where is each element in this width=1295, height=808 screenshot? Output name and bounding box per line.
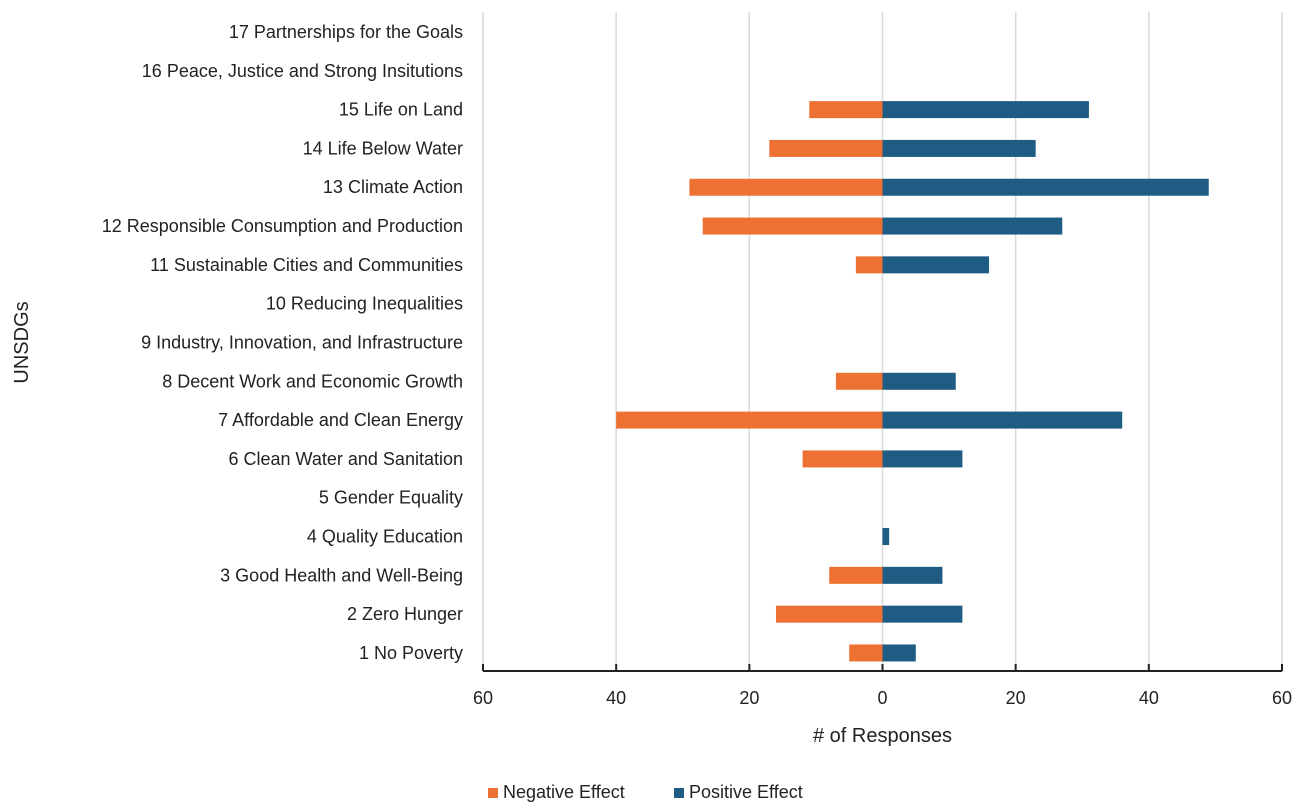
legend: Negative Effect Positive Effect [488,782,803,802]
positive-effect-bar [882,528,890,546]
negative-effect-bar [769,139,883,157]
category-label: 9 Industry, Innovation, and Infrastructu… [141,332,463,352]
category-label: 1 No Poverty [359,643,463,663]
legend-swatch [488,788,498,798]
negative-effect-bar [689,178,883,196]
x-axis: 60 40 20 0 20 40 60 [473,664,1292,708]
category-label: 16 Peace, Justice and Strong Insitutions [142,61,463,81]
positive-effect-bar [882,372,956,390]
category-label: 8 Decent Work and Economic Growth [162,371,463,391]
category-label: 6 Clean Water and Sanitation [229,449,463,469]
legend-label: Negative Effect [503,782,625,802]
x-tick-label: 20 [739,688,759,708]
category-label: 11 Sustainable Cities and Communities [150,255,463,275]
negative-effect-bar [616,411,883,429]
positive-effect-bar [882,566,943,584]
category-label: 7 Affordable and Clean Energy [218,410,463,430]
positive-effect-bar [882,101,1089,119]
negative-effect-bar [835,372,883,390]
category-label: 4 Quality Education [307,527,463,547]
positive-effect-bar [882,139,1036,157]
category-label: 3 Good Health and Well-Being [220,565,463,585]
positive-effect-bar [882,644,916,662]
category-label: 14 Life Below Water [303,138,463,158]
bars [616,101,1209,662]
positive-effect-bar [882,605,963,623]
x-axis-title: # of Responses [813,725,952,747]
x-tick-label: 60 [1272,688,1292,708]
legend-label: Positive Effect [689,782,803,802]
negative-effect-bar [702,217,883,235]
category-labels: 1 No Poverty 2 Zero Hunger 3 Good Health a… [102,22,463,663]
legend-item-negative: Negative Effect [488,782,625,802]
x-tick-label: 40 [606,688,626,708]
y-axis-title: UNSDGs [11,301,33,383]
negative-effect-bar [775,605,883,623]
positive-effect-bar [882,217,1063,235]
gridlines [482,12,1283,671]
category-label: 2 Zero Hunger [347,604,463,624]
legend-item-positive: Positive Effect [674,782,803,802]
x-tick-label: 0 [877,688,887,708]
negative-effect-bar [809,101,883,119]
category-label: 15 Life on Land [339,100,463,120]
positive-effect-bar [882,256,990,274]
negative-effect-bar [829,566,883,584]
category-label: 17 Partnerships for the Goals [229,22,463,42]
category-label: 13 Climate Action [323,177,463,197]
category-label: 5 Gender Equality [319,488,463,508]
category-label: 10 Reducing Inequalities [266,294,463,314]
x-tick-label: 40 [1139,688,1159,708]
negative-effect-bar [802,450,883,468]
negative-effect-bar [849,644,883,662]
category-label: 12 Responsible Consumption and Productio… [102,216,463,236]
positive-effect-bar [882,450,963,468]
legend-swatch [674,788,684,798]
negative-effect-bar [855,256,883,274]
x-tick-label: 20 [1006,688,1026,708]
positive-effect-bar [882,178,1209,196]
positive-effect-bar [882,411,1123,429]
x-tick-label: 60 [473,688,493,708]
